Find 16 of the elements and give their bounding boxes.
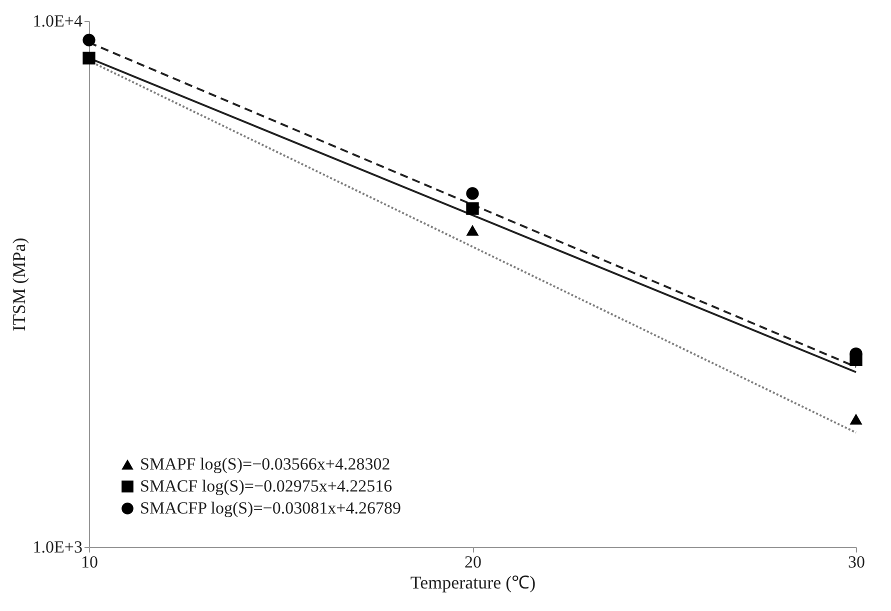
point bbox=[850, 414, 862, 425]
point bbox=[466, 202, 479, 215]
legend-label: SMAPF log(S)=−0.03566x+4.28302 bbox=[140, 454, 390, 474]
point bbox=[466, 187, 479, 200]
y-axis-title: ITSM (MPa) bbox=[8, 238, 29, 332]
y-tick-label: 1.0E+3 bbox=[32, 538, 82, 556]
legend-label: SMACFP log(S)=−0.03081x+4.26789 bbox=[140, 498, 401, 518]
x-axis-title: Temperature (℃) bbox=[410, 572, 536, 592]
point bbox=[82, 34, 96, 46]
point bbox=[466, 224, 479, 236]
x-tick-label: 30 bbox=[848, 552, 865, 572]
point bbox=[82, 52, 96, 64]
x-tick-label: 20 bbox=[464, 552, 482, 572]
legend-label: SMACF log(S)=−0.02975x+4.22516 bbox=[140, 476, 392, 496]
y-tick-label: 1.0E+4 bbox=[32, 12, 83, 30]
x-tick-label: 10 bbox=[81, 552, 98, 572]
